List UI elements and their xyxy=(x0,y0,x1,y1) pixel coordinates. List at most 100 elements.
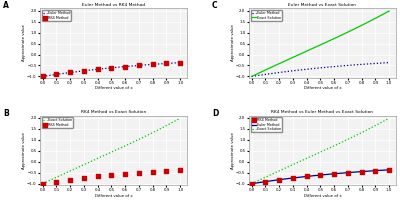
Euler Method xyxy=(90,68,95,71)
RK4 Method xyxy=(53,180,60,183)
Line: Euler Method: Euler Method xyxy=(252,63,389,76)
Euler Method xyxy=(249,182,254,185)
Text: D: D xyxy=(212,109,218,118)
Exact Solution xyxy=(333,37,338,39)
RK4 Method xyxy=(317,173,324,177)
Euler Method xyxy=(53,73,58,76)
RK4 Method xyxy=(108,173,115,177)
Euler Method xyxy=(98,68,103,70)
RK4 Method xyxy=(122,172,128,176)
Legend: Exact Solution, RK4 Method: Exact Solution, RK4 Method xyxy=(42,117,73,128)
Euler Method xyxy=(250,75,255,78)
RK4 Method xyxy=(108,66,115,70)
RK4 Method xyxy=(345,171,351,174)
Exact Solution xyxy=(374,17,379,19)
Line: Exact Solution: Exact Solution xyxy=(43,118,180,184)
Title: RK4 Method vs Euler Method vs Exact Solution: RK4 Method vs Euler Method vs Exact Solu… xyxy=(272,110,374,114)
RK4 Method xyxy=(290,176,296,180)
Exact Solution xyxy=(331,145,336,148)
Exact Solution xyxy=(331,38,336,40)
Exact Solution xyxy=(250,75,254,77)
Exact Solution xyxy=(250,182,254,185)
RK4 Method xyxy=(163,169,170,172)
Euler Method xyxy=(324,66,328,68)
X-axis label: Different value of x: Different value of x xyxy=(95,87,132,91)
RK4 Method xyxy=(40,182,46,185)
RK4 Method xyxy=(122,65,128,68)
Line: Euler Method: Euler Method xyxy=(252,170,389,184)
Exact Solution xyxy=(156,128,161,131)
Exact Solution xyxy=(374,124,379,126)
Euler Method xyxy=(41,75,46,78)
RK4 Method xyxy=(94,68,101,71)
RK4 Method xyxy=(248,182,255,185)
Exact Solution xyxy=(249,182,254,185)
Title: Euler Method vs RK4 Method: Euler Method vs RK4 Method xyxy=(82,3,145,7)
Euler Method xyxy=(166,62,171,64)
Euler Method xyxy=(178,61,183,64)
Legend: Euler Method, RK4 Method: Euler Method, RK4 Method xyxy=(42,10,71,21)
Line: Euler Method: Euler Method xyxy=(43,63,180,76)
RK4 Method xyxy=(81,176,87,180)
Text: C: C xyxy=(212,1,218,11)
RK4 Method xyxy=(40,75,46,78)
X-axis label: Different value of x: Different value of x xyxy=(95,194,132,198)
RK4 Method xyxy=(331,172,337,176)
Euler Method xyxy=(300,176,304,178)
Exact Solution xyxy=(165,124,170,126)
Y-axis label: Approximate value: Approximate value xyxy=(22,25,26,62)
Exact Solution xyxy=(387,117,392,119)
Legend: Euler Method, Exact Solution: Euler Method, Exact Solution xyxy=(250,10,282,21)
Euler Method xyxy=(114,66,119,68)
Exact Solution xyxy=(122,145,127,147)
Euler Method xyxy=(375,169,380,172)
Line: Exact Solution: Exact Solution xyxy=(252,118,389,184)
Exact Solution xyxy=(122,145,126,148)
X-axis label: Different value of x: Different value of x xyxy=(304,87,341,91)
Exact Solution xyxy=(331,145,336,147)
RK4 Method xyxy=(177,61,184,64)
RK4 Method xyxy=(358,170,365,173)
Text: B: B xyxy=(3,109,9,118)
RK4 Method xyxy=(304,175,310,178)
Exact Solution xyxy=(124,144,129,146)
RK4 Method xyxy=(136,171,142,174)
RK4 Method xyxy=(136,64,142,67)
Title: Euler Method vs Exact Solution: Euler Method vs Exact Solution xyxy=(288,3,356,7)
RK4 Method xyxy=(67,71,74,74)
Y-axis label: Approximate value: Approximate value xyxy=(230,25,234,62)
Line: Exact Solution: Exact Solution xyxy=(252,11,389,76)
Euler Method xyxy=(375,62,380,64)
RK4 Method xyxy=(372,169,378,172)
Exact Solution xyxy=(331,38,336,40)
RK4 Method xyxy=(94,175,101,178)
Exact Solution xyxy=(40,182,45,185)
Exact Solution xyxy=(41,182,46,185)
Exact Solution xyxy=(387,10,392,12)
Y-axis label: Approximate value: Approximate value xyxy=(230,132,234,169)
Euler Method xyxy=(250,182,255,185)
Euler Method xyxy=(387,169,392,171)
RK4 Method xyxy=(262,180,268,183)
RK4 Method xyxy=(163,62,170,65)
RK4 Method xyxy=(150,170,156,173)
Euler Method xyxy=(307,68,312,70)
Text: A: A xyxy=(3,1,9,11)
RK4 Method xyxy=(177,168,184,172)
Exact Solution xyxy=(365,21,370,24)
Exact Solution xyxy=(333,144,338,146)
Exact Solution xyxy=(178,117,183,119)
Euler Method xyxy=(262,73,266,76)
Exact Solution xyxy=(365,128,370,131)
Y-axis label: Approximate value: Approximate value xyxy=(22,132,26,169)
Euler Method xyxy=(387,61,392,64)
Euler Method xyxy=(307,175,312,177)
RK4 Method xyxy=(81,69,87,72)
Euler Method xyxy=(249,75,254,78)
Exact Solution xyxy=(249,75,254,78)
RK4 Method xyxy=(276,178,282,181)
Legend: RK4 Method, Euler Method, Exact Solution: RK4 Method, Euler Method, Exact Solution xyxy=(250,117,282,132)
RK4 Method xyxy=(53,73,60,76)
RK4 Method xyxy=(67,178,74,181)
Title: RK4 Method vs Exact Solution: RK4 Method vs Exact Solution xyxy=(81,110,146,114)
